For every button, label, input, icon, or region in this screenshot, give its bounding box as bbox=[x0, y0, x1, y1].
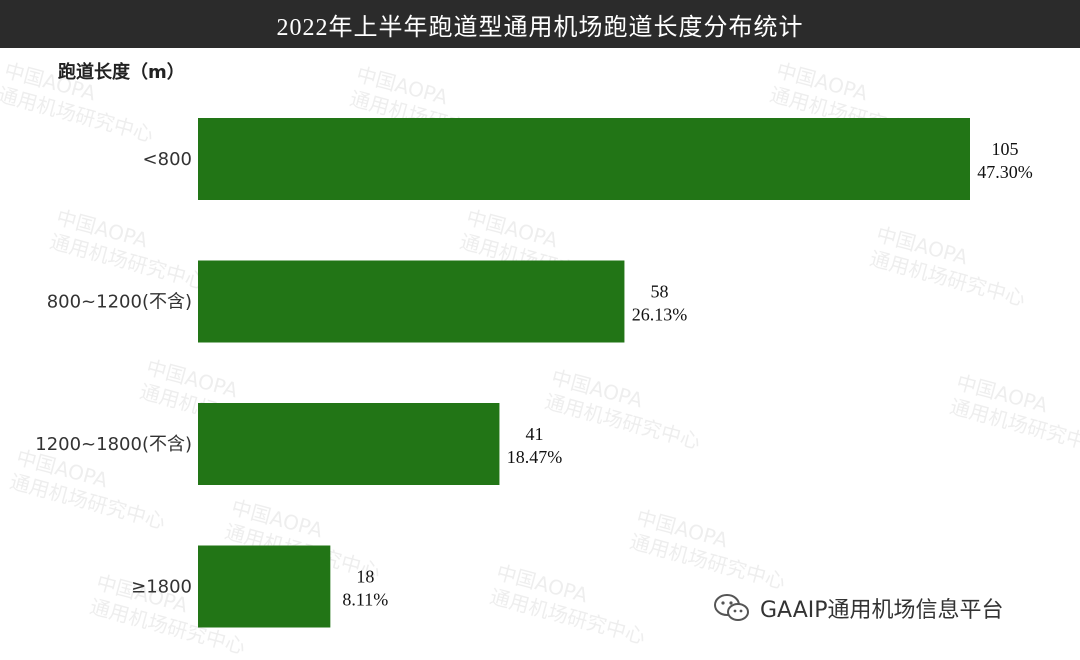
percent-label: 18.47% bbox=[507, 447, 563, 467]
bar-0 bbox=[198, 118, 970, 200]
title-bar: 2022年上半年跑道型通用机场跑道长度分布统计 bbox=[0, 0, 1080, 48]
y-axis-title: 跑道长度（m） bbox=[58, 62, 185, 83]
chart-title: 2022年上半年跑道型通用机场跑道长度分布统计 bbox=[276, 14, 804, 41]
category-label: 800~1200(不含) bbox=[47, 292, 192, 313]
bar-2 bbox=[198, 403, 500, 485]
percent-label: 8.11% bbox=[342, 590, 388, 610]
credit: GAAIP通用机场信息平台 bbox=[712, 592, 1004, 624]
bar-1 bbox=[198, 260, 625, 343]
bar-3 bbox=[198, 545, 331, 628]
category-label: 1200~1800(不含) bbox=[35, 434, 192, 455]
value-label: 18 bbox=[356, 567, 374, 587]
category-label: <800 bbox=[143, 149, 192, 170]
credit-text: GAAIP通用机场信息平台 bbox=[760, 598, 1004, 623]
percent-label: 47.30% bbox=[977, 162, 1033, 182]
category-label: ≥1800 bbox=[131, 577, 192, 598]
wechat-icon bbox=[714, 594, 749, 621]
value-label: 41 bbox=[525, 424, 543, 444]
value-label: 105 bbox=[992, 139, 1019, 159]
percent-label: 26.13% bbox=[632, 305, 688, 325]
value-label: 58 bbox=[650, 282, 668, 302]
